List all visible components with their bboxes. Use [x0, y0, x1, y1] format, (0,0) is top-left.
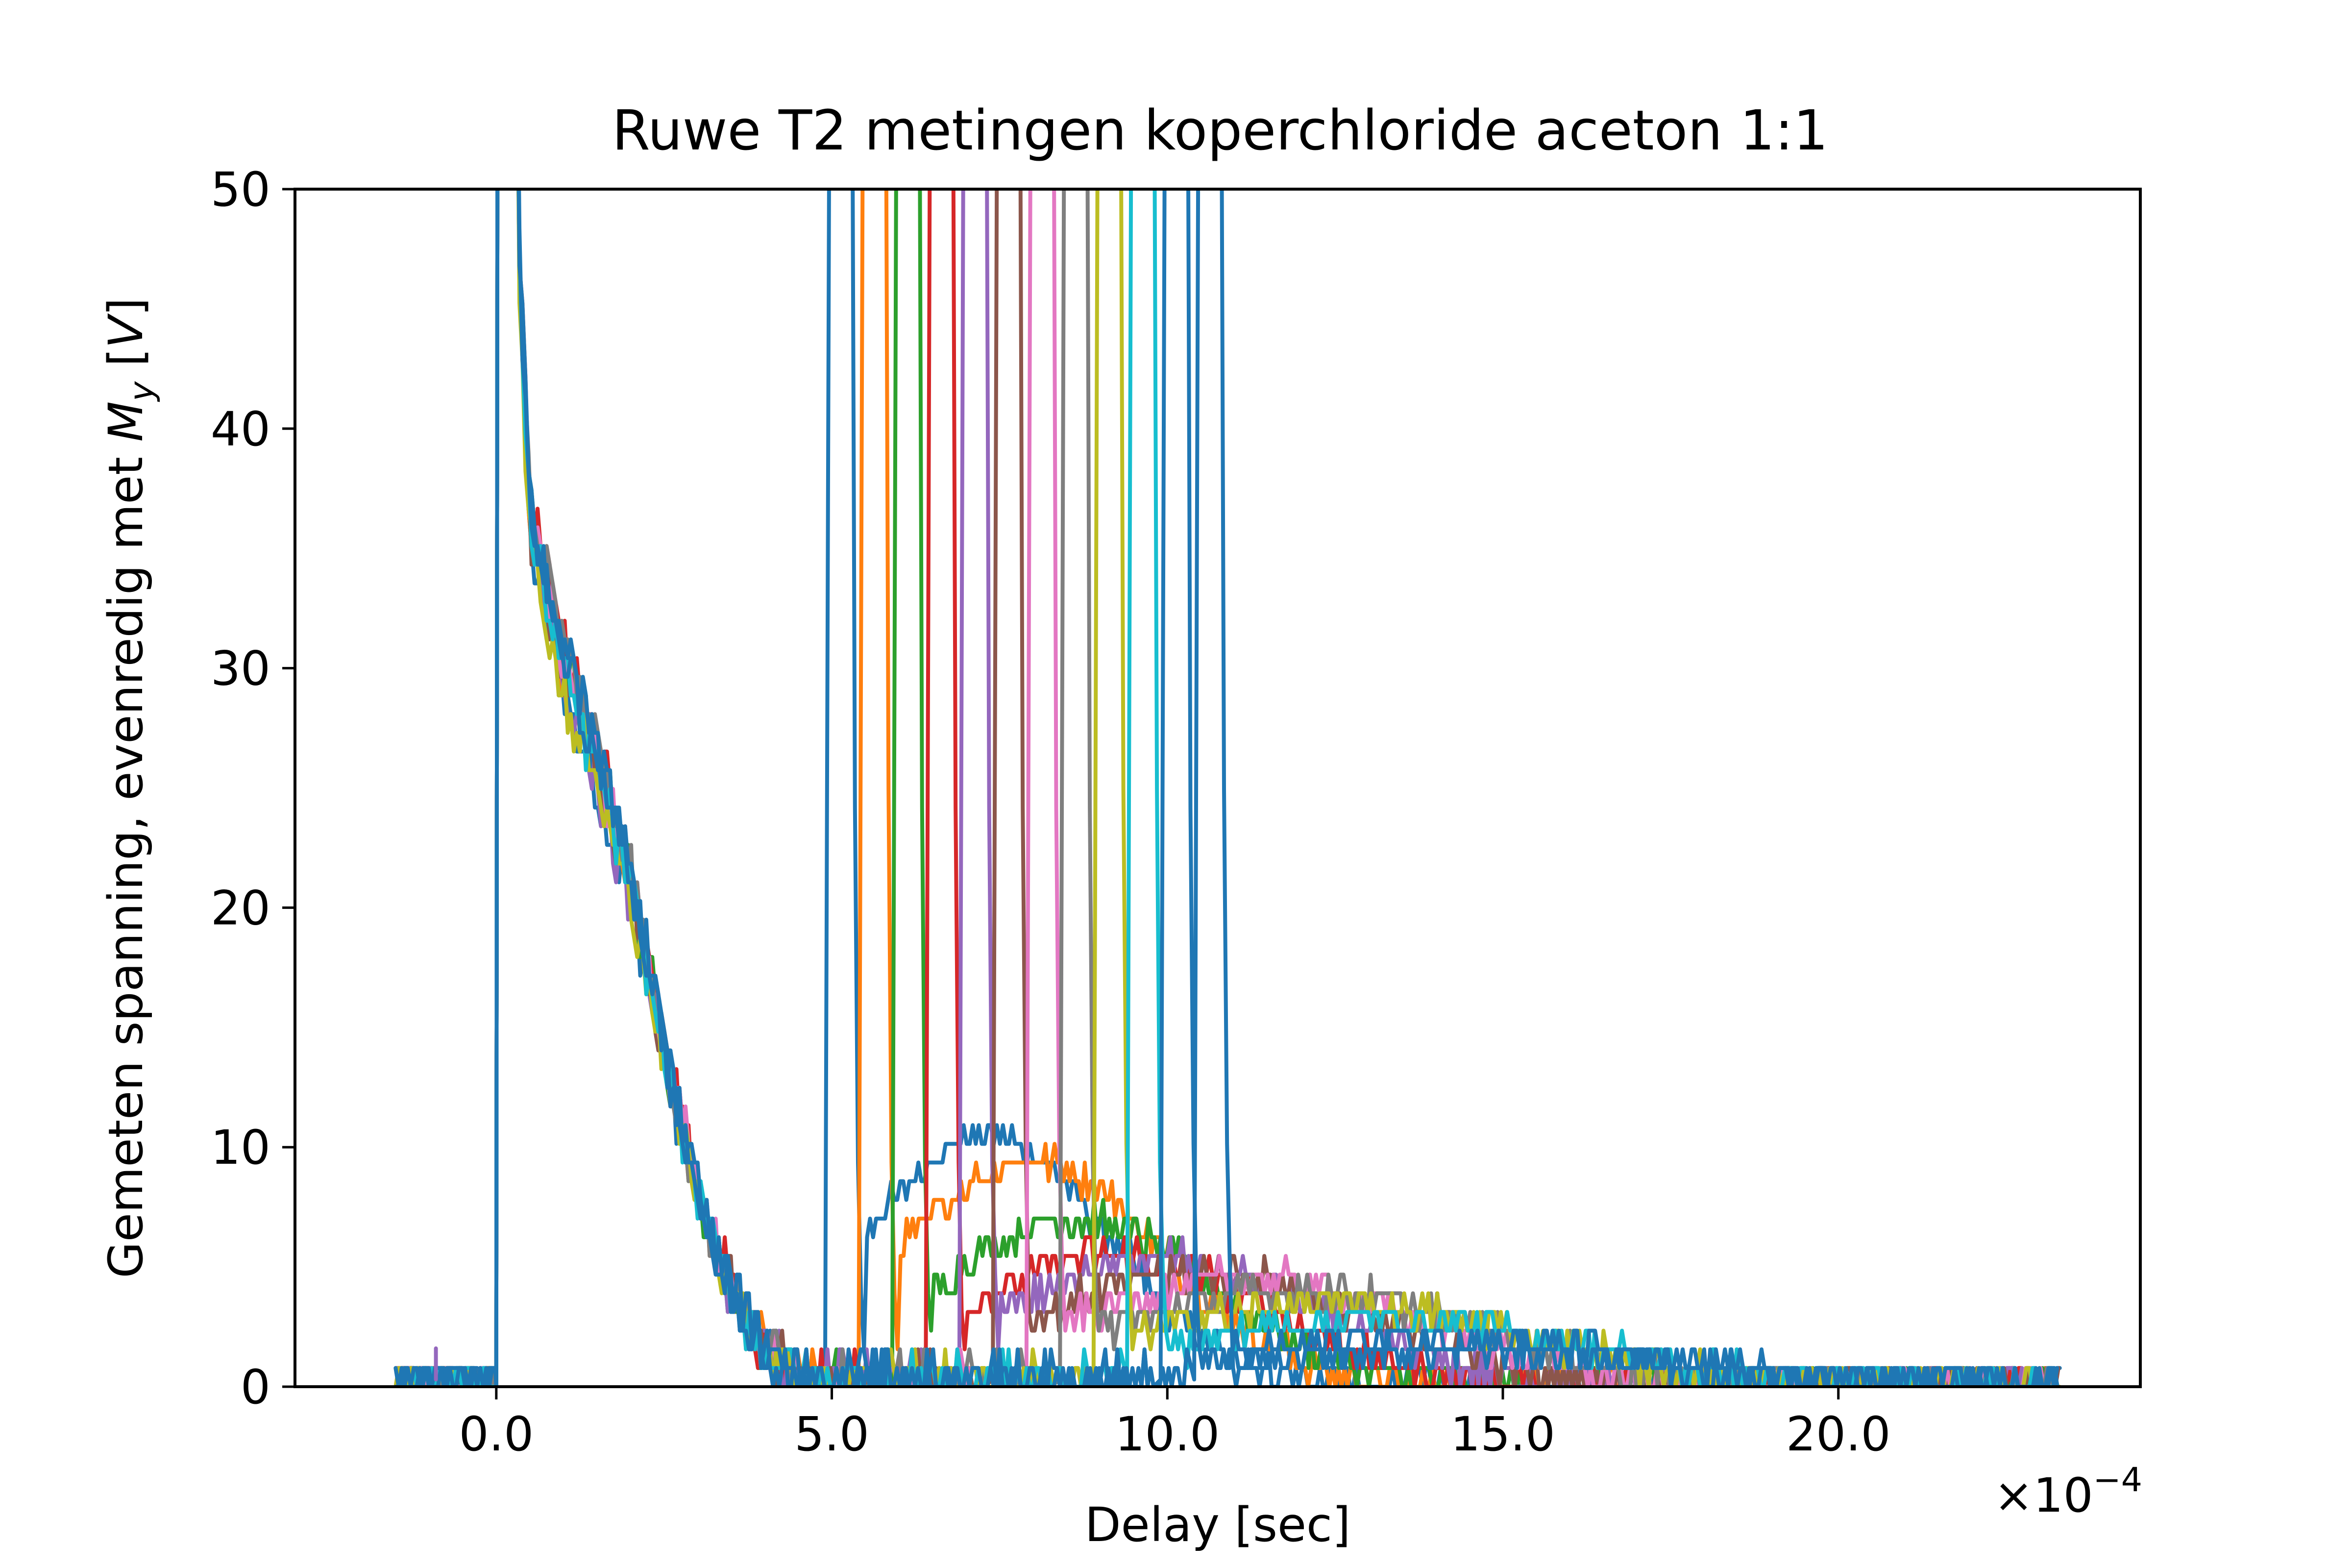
- x-tick-label: 20.0: [1786, 1407, 1891, 1462]
- x-offset-label: ×10−4: [1994, 1461, 2142, 1523]
- y-tick-label: 0: [241, 1360, 270, 1415]
- y-axis-label: Gemeten spanning, evenredig met My [V]: [98, 297, 161, 1278]
- y-tick-label: 40: [211, 402, 270, 457]
- y-tick-label: 20: [211, 881, 270, 935]
- y-axis-label-text: Gemeten spanning, evenredig met: [98, 442, 153, 1278]
- y-tick-label: 10: [211, 1120, 270, 1175]
- x-tick-label: 15.0: [1450, 1407, 1555, 1462]
- plot-frame: [294, 188, 2142, 1388]
- y-axis-label-unit: V: [98, 313, 153, 348]
- x-axis: 0.0 5.0 10.0 15.0 20.0: [459, 1387, 1891, 1462]
- x-tick-label: 0.0: [459, 1407, 534, 1462]
- x-axis-label: Delay [sec]: [1085, 1497, 1351, 1552]
- y-axis-label-unit-close: ]: [98, 297, 153, 316]
- x-tick-label: 10.0: [1115, 1407, 1220, 1462]
- series-layer: [393, 189, 2062, 1387]
- y-axis: 0 10 20 30 40 50: [211, 162, 295, 1415]
- y-tick-label: 30: [211, 641, 270, 696]
- series-line: [393, 189, 2059, 1387]
- y-axis-label-subscript: y: [122, 381, 161, 402]
- x-offset-exponent: −4: [2093, 1461, 2142, 1499]
- y-tick-label: 50: [211, 162, 270, 217]
- x-offset-base: ×10: [1994, 1468, 2093, 1523]
- chart-title: Ruwe T2 metingen koperchloride aceton 1:…: [612, 99, 1828, 163]
- y-axis-label-symbol: M: [98, 401, 153, 442]
- x-tick-label: 5.0: [794, 1407, 869, 1462]
- y-axis-label-unit-open: [: [98, 348, 153, 382]
